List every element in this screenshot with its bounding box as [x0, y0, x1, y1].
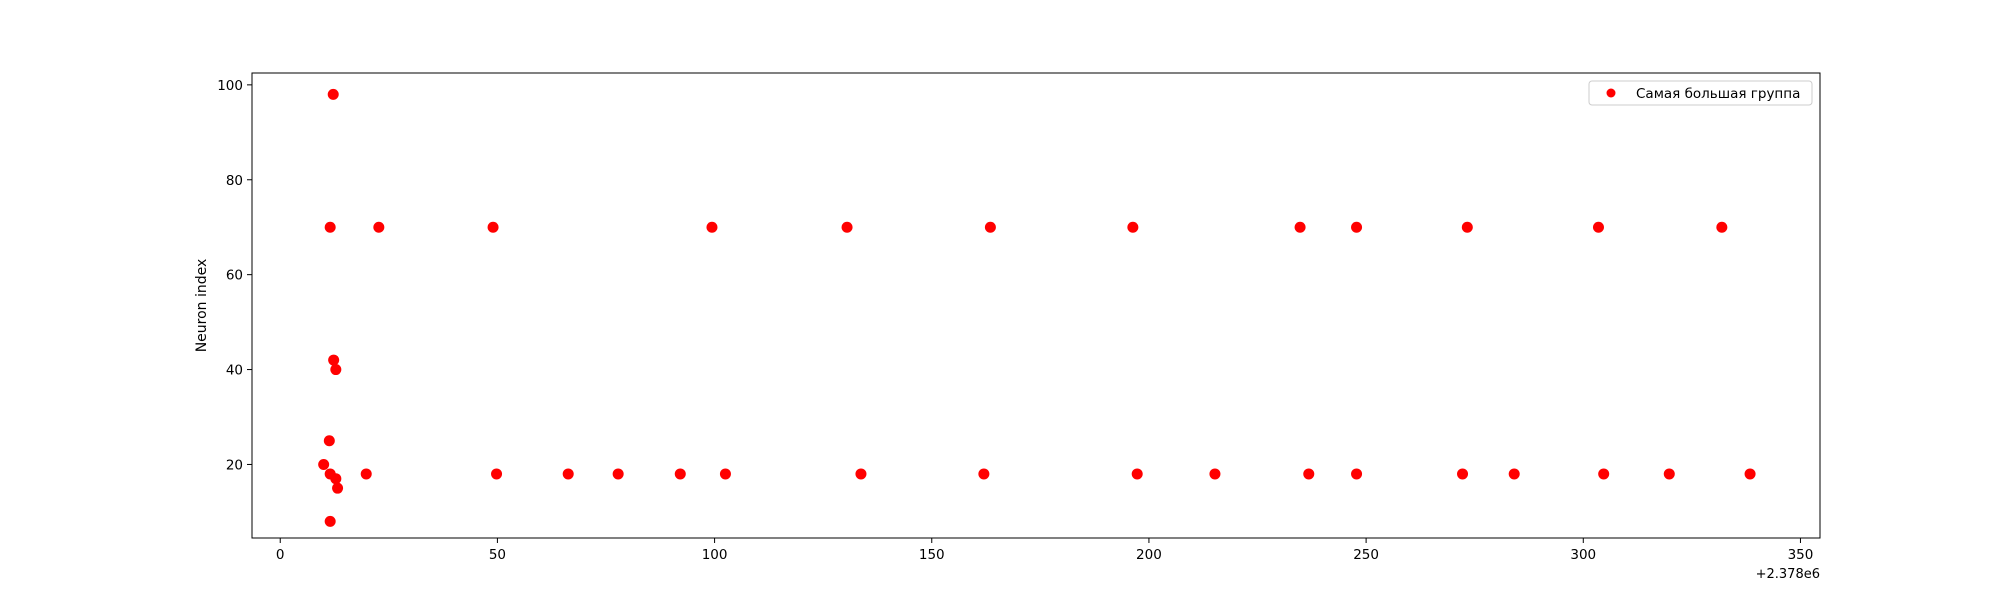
x-tick-label: 0 — [276, 547, 285, 563]
data-point — [1457, 468, 1469, 480]
x-tick-label: 250 — [1353, 547, 1379, 563]
data-point — [1461, 221, 1473, 233]
data-point — [1303, 468, 1315, 480]
data-point — [318, 458, 330, 470]
data-point — [841, 221, 853, 233]
data-point — [360, 468, 372, 480]
data-point — [1508, 468, 1520, 480]
y-axis: 20 40 60 80 100 — [217, 78, 252, 473]
x-tick-label: 300 — [1570, 547, 1596, 563]
data-point — [978, 468, 990, 480]
data-point — [327, 88, 339, 100]
data-point — [984, 221, 996, 233]
data-point — [324, 221, 336, 233]
data-points — [318, 88, 1756, 527]
x-tick-label: 50 — [489, 547, 506, 563]
legend: Самая большая группа — [1588, 80, 1813, 106]
data-point — [1294, 221, 1306, 233]
data-point — [674, 468, 686, 480]
x-axis-offset-label: +2.378e6 — [1756, 567, 1820, 582]
data-point — [328, 354, 340, 366]
legend-box — [1588, 80, 1813, 106]
x-tick-label: 150 — [919, 547, 945, 563]
data-point — [1351, 221, 1363, 233]
y-tick-label: 100 — [217, 78, 243, 94]
data-point — [324, 515, 336, 527]
data-point — [562, 468, 574, 480]
x-axis: 0 50 100 150 200 250 300 350 — [276, 538, 1813, 563]
y-tick-label: 80 — [226, 173, 243, 189]
data-point — [330, 364, 342, 376]
y-tick-label: 40 — [226, 363, 243, 379]
data-point — [719, 468, 731, 480]
data-point — [332, 482, 344, 494]
data-point — [1663, 468, 1675, 480]
legend-marker — [1606, 88, 1616, 98]
data-point — [855, 468, 867, 480]
data-point — [330, 473, 342, 485]
data-point — [487, 221, 499, 233]
data-point — [1716, 221, 1728, 233]
data-point — [1598, 468, 1610, 480]
plot-frame — [251, 72, 1821, 539]
x-tick-label: 200 — [1136, 547, 1162, 563]
data-point — [373, 221, 385, 233]
legend-label: Самая большая группа — [1636, 86, 1800, 102]
y-tick-label: 20 — [226, 457, 243, 473]
data-point — [706, 221, 718, 233]
data-point — [1209, 468, 1221, 480]
y-axis-label: Neuron index — [194, 259, 210, 353]
data-point — [1744, 468, 1756, 480]
data-point — [612, 468, 624, 480]
data-point — [1131, 468, 1143, 480]
data-point — [491, 468, 503, 480]
data-point — [1127, 221, 1139, 233]
x-tick-label: 350 — [1788, 547, 1814, 563]
data-point — [1592, 221, 1604, 233]
y-tick-label: 60 — [226, 268, 243, 284]
data-point — [323, 435, 335, 447]
x-tick-label: 100 — [702, 547, 728, 563]
data-point — [1351, 468, 1363, 480]
